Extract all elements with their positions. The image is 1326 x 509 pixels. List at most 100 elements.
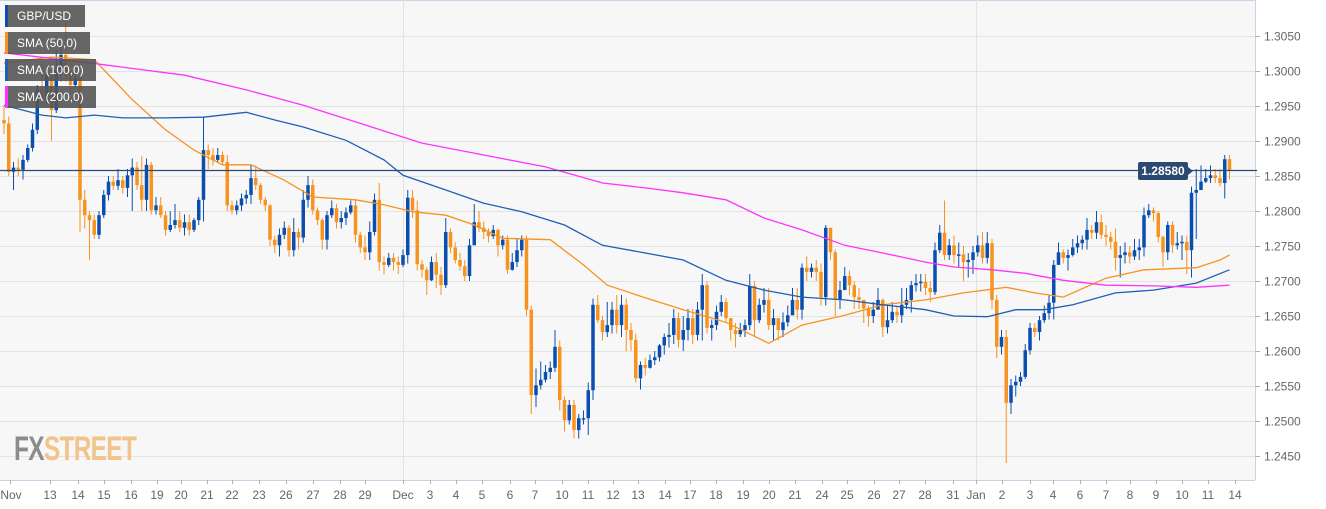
candle-body <box>1213 175 1217 179</box>
legend-sma-50[interactable]: SMA (50,0) <box>5 32 90 54</box>
candle-up <box>710 319 714 341</box>
candle-up <box>900 288 904 323</box>
candle-body <box>78 78 82 200</box>
candle-down <box>600 316 605 341</box>
candle-down <box>1128 246 1132 264</box>
y-tick-label: 1.2550 <box>1264 380 1301 394</box>
candle-body <box>999 337 1004 347</box>
candle-down <box>857 288 861 309</box>
candle-up <box>610 302 614 334</box>
candle-up <box>182 214 187 236</box>
x-tick-label: 19 <box>736 488 750 502</box>
candle-body <box>743 325 747 330</box>
candle-up <box>1208 165 1213 183</box>
candle-body <box>752 285 757 321</box>
candle-down <box>634 333 638 383</box>
candle-body <box>349 205 353 213</box>
candle-up <box>1180 235 1184 260</box>
candle-down <box>572 400 576 439</box>
candle-up <box>743 319 747 337</box>
candle-body <box>1028 327 1032 351</box>
candle-body <box>619 304 624 326</box>
candle-body <box>163 215 168 230</box>
candle-up <box>401 249 405 267</box>
legend-gbpusd[interactable]: GBP/USD <box>5 5 85 27</box>
candle-body <box>539 379 543 386</box>
candle-up <box>339 211 343 229</box>
candle-up <box>885 305 890 334</box>
candle-up <box>282 221 286 239</box>
candle-body <box>26 148 30 160</box>
candle-body <box>1223 159 1227 183</box>
candle-body <box>1170 225 1175 246</box>
candle-up <box>277 228 282 257</box>
candle-body <box>805 267 809 272</box>
candle-body <box>562 400 567 421</box>
candle-body <box>1109 236 1113 242</box>
candle-body <box>529 309 533 396</box>
candle-down <box>805 256 809 281</box>
candle-up <box>619 295 624 337</box>
candle-up <box>11 162 16 190</box>
candle-body <box>1094 222 1099 233</box>
candle-up <box>539 361 543 390</box>
candle-up <box>344 207 348 225</box>
candle-body <box>353 205 358 235</box>
candle-up <box>1075 235 1080 253</box>
candle-body <box>1175 243 1179 246</box>
candle-body <box>643 365 647 368</box>
candle-up <box>586 382 590 435</box>
candle-body <box>1142 215 1146 248</box>
candle-up <box>1023 344 1027 379</box>
x-tick-label: 25 <box>840 488 854 502</box>
candle-down <box>463 260 467 281</box>
candle-up <box>1142 207 1146 257</box>
candle-down <box>596 295 600 323</box>
candle-body <box>121 180 125 188</box>
candle-up <box>757 298 761 323</box>
candle-up <box>543 365 548 383</box>
candle-body <box>719 302 723 312</box>
candle-body <box>881 299 885 328</box>
candle-body <box>1147 210 1151 216</box>
candle-body <box>762 299 766 305</box>
candle-body <box>662 337 666 346</box>
current-price-label: 1.28580 <box>1138 162 1193 180</box>
candle-body <box>824 227 828 298</box>
candle-body <box>1137 247 1141 251</box>
legend-label: SMA (100,0) <box>17 63 84 77</box>
candle-body <box>653 357 657 361</box>
candle-down <box>377 183 381 271</box>
candle-body <box>1075 243 1080 248</box>
legend-sma-200[interactable]: SMA (200,0) <box>5 86 96 108</box>
candle-up <box>719 295 723 316</box>
candle-up <box>1166 221 1170 260</box>
legend-sma-100[interactable]: SMA (100,0) <box>5 59 96 81</box>
candle-body <box>159 205 163 216</box>
candle-down <box>420 260 424 278</box>
candle-down <box>833 249 837 316</box>
candle-body <box>900 304 904 316</box>
fxstreet-logo: FXSTREET <box>14 430 137 469</box>
x-tick-label: 27 <box>306 488 320 502</box>
candle-up <box>1194 169 1198 239</box>
candle-body <box>372 199 377 232</box>
candle-down <box>358 232 362 253</box>
candle-body <box>847 276 852 286</box>
x-tick-label: 21 <box>200 488 214 502</box>
candle-down <box>439 267 443 295</box>
candle-down <box>382 256 386 274</box>
candle-down <box>1061 249 1065 264</box>
candle-up <box>372 193 377 236</box>
candle-body <box>919 281 923 284</box>
candle-up <box>1175 232 1179 250</box>
candle-up <box>914 274 918 292</box>
candle-body <box>1189 192 1194 251</box>
candle-down <box>149 162 153 215</box>
candle-up <box>515 239 519 267</box>
candle-down <box>363 235 367 260</box>
candle-body <box>287 227 291 251</box>
candle-down <box>486 228 491 243</box>
candle-body <box>1180 241 1184 244</box>
candle-down <box>477 211 481 232</box>
